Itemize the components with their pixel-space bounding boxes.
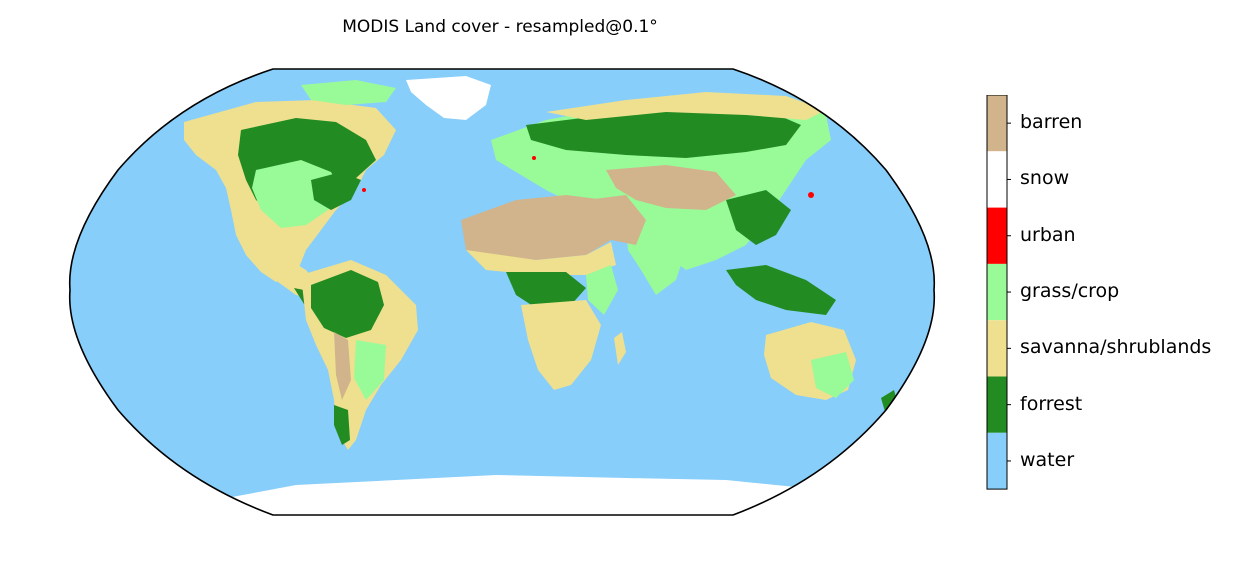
colorbar-swatch-forrest: [987, 376, 1007, 433]
arctic-savanna: [546, 92, 826, 120]
arctic-islands-grass: [301, 80, 396, 105]
southeast-asia-forest: [726, 265, 836, 315]
urban-europe: [532, 156, 536, 160]
antarctica-snow: [166, 475, 886, 515]
south-america-grass: [354, 340, 386, 400]
india-grass: [626, 228, 686, 295]
madagascar-savanna: [614, 332, 626, 365]
patagonia-forest: [334, 405, 350, 445]
sahel-savanna: [466, 242, 616, 275]
colorbar-label-savanna-shrublands: savanna/shrublands: [1020, 336, 1212, 359]
colorbar-swatch-savanna-shrublands: [987, 320, 1007, 377]
east-asia-forest: [726, 190, 791, 245]
greenland-snow: [406, 76, 491, 120]
urban-us-east: [362, 188, 366, 192]
colorbar-label-forrest: forrest: [1020, 392, 1083, 415]
southern-africa-savanna: [521, 300, 601, 390]
colorbar-label-water: water: [1020, 448, 1075, 471]
sahara-barren: [461, 195, 626, 260]
colorbar-label-barren: barren: [1020, 111, 1083, 134]
amazon-forest: [311, 270, 384, 338]
map-border: [68, 68, 936, 516]
north-america-grass: [252, 160, 341, 228]
colorbar-swatch-grass-crop: [987, 263, 1007, 321]
andes-barren: [334, 332, 351, 400]
colorbar-border: [986, 95, 1008, 490]
north-america-forest-east: [311, 172, 361, 210]
siberia-forest: [526, 108, 801, 158]
central-africa-forest: [506, 272, 586, 308]
central-asia-barren: [606, 165, 736, 210]
colorbar: [986, 95, 1011, 490]
arabia-barren: [586, 195, 646, 245]
colorbar-swatch-urban: [987, 207, 1007, 264]
map-title: MODIS Land cover - resampled@0.1°: [342, 17, 658, 37]
new-zealand-forest: [881, 390, 898, 415]
australia-grass: [811, 352, 854, 398]
east-africa-grass: [586, 265, 618, 315]
colorbar-swatch-water: [987, 432, 1007, 490]
colorbar-label-snow: snow: [1020, 167, 1070, 190]
colorbar-label-urban: urban: [1020, 223, 1076, 246]
colorbar-swatch-barren: [987, 95, 1007, 152]
world-land-cover-map: [68, 68, 936, 516]
colorbar-label-grass-crop: grass/crop: [1020, 280, 1120, 303]
urban-japan: [808, 192, 814, 198]
colorbar-swatch-snow: [987, 151, 1007, 208]
